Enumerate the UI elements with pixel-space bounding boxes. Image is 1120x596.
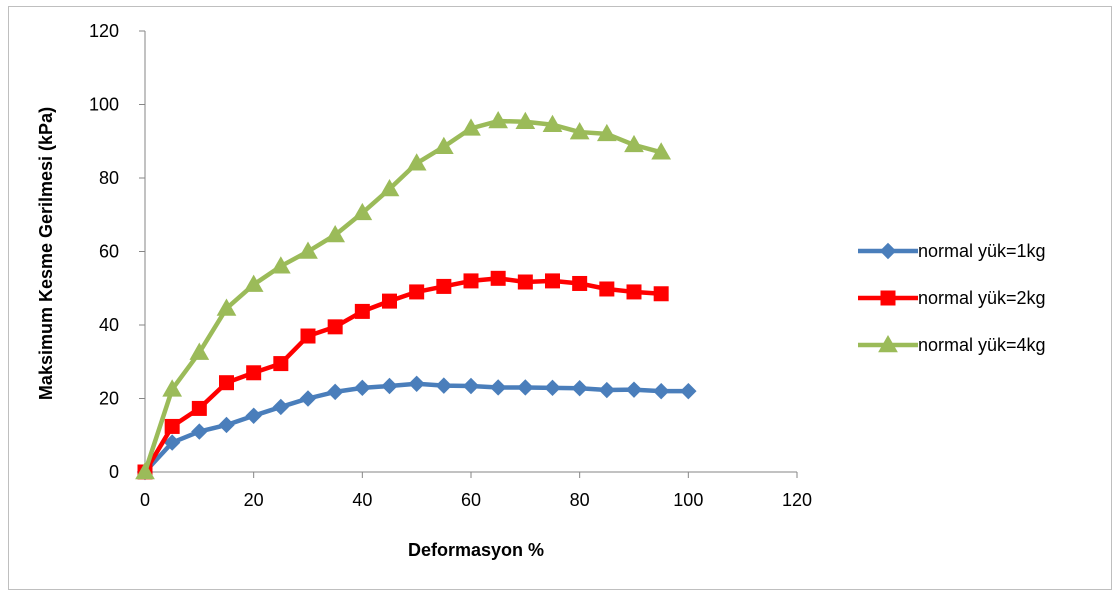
data-point: [325, 224, 346, 243]
series-1: [136, 375, 697, 481]
x-axis-title: Deformasyon %: [408, 540, 544, 560]
data-point: [135, 461, 155, 480]
data-point: [162, 379, 183, 397]
x-tick-labels: 0 20 40 60 80 100 120: [140, 472, 812, 510]
y-axis-title: Maksimum Kesme Gerilmesi (kPa): [36, 107, 56, 400]
data-point: [626, 284, 642, 300]
data-point: [381, 377, 398, 395]
legend-label: normal yük=2kg: [918, 288, 1046, 308]
data-point: [189, 342, 210, 360]
y-tick-label: 100: [89, 95, 119, 115]
data-point: [653, 286, 669, 302]
data-point: [299, 390, 317, 407]
data-point: [462, 377, 480, 395]
y-tick-label: 80: [99, 168, 119, 188]
data-point: [596, 123, 617, 142]
legend-marker: [880, 290, 896, 306]
data-point: [436, 278, 452, 294]
data-point: [354, 379, 371, 397]
data-point: [216, 298, 237, 316]
x-tick-label: 0: [140, 490, 150, 510]
data-point: [624, 134, 644, 153]
chart-frame: [8, 6, 1112, 590]
legend-label: normal yük=1kg: [918, 241, 1046, 261]
data-point: [515, 111, 536, 130]
legend-item: normal yük=2kg: [858, 288, 1046, 308]
data-point: [490, 270, 506, 286]
legend-item: normal yük=1kg: [858, 241, 1046, 261]
data-point: [544, 379, 561, 397]
data-point: [599, 281, 615, 297]
data-point: [680, 382, 697, 400]
y-tick-labels: 0 20 40 60 80 100 120: [89, 21, 145, 482]
data-point: [243, 274, 264, 292]
data-point: [572, 275, 588, 291]
y-tick-label: 120: [89, 21, 119, 41]
series-3: [135, 111, 672, 480]
y-tick-label: 20: [99, 389, 119, 409]
data-point: [163, 434, 181, 451]
x-tick-label: 80: [570, 490, 590, 510]
data-point: [352, 202, 373, 221]
data-point: [517, 379, 534, 396]
data-point: [382, 293, 397, 309]
data-point: [245, 407, 262, 424]
data-point: [517, 274, 533, 290]
data-point: [379, 179, 400, 197]
data-point: [406, 153, 427, 171]
series-2: [137, 270, 669, 480]
data-point: [433, 136, 454, 155]
legend-label: normal yük=4kg: [918, 335, 1046, 355]
axes: [144, 31, 797, 473]
data-point: [488, 111, 509, 129]
data-point: [272, 398, 290, 416]
x-tick-label: 60: [461, 490, 481, 510]
data-point: [270, 256, 291, 274]
data-point: [571, 380, 588, 397]
data-point: [191, 423, 208, 440]
data-point: [326, 383, 344, 401]
legend-marker: [878, 334, 898, 353]
data-point: [298, 241, 318, 259]
data-point: [461, 118, 481, 136]
series-layer: [135, 111, 697, 481]
y-tick-label: 0: [109, 462, 119, 482]
data-point: [435, 377, 453, 394]
data-point: [191, 400, 207, 416]
data-point: [651, 142, 672, 160]
data-point: [652, 382, 670, 400]
data-point: [354, 303, 370, 319]
data-point: [545, 273, 560, 289]
data-point: [218, 416, 235, 434]
data-point: [408, 375, 425, 393]
data-point: [300, 328, 316, 344]
x-tick-label: 20: [244, 490, 264, 510]
data-point: [327, 319, 343, 335]
x-tick-label: 100: [673, 490, 703, 510]
data-point: [625, 381, 643, 398]
legend-marker: [879, 242, 897, 260]
data-point: [246, 365, 262, 381]
data-point: [542, 114, 563, 132]
data-point: [409, 284, 425, 300]
data-point: [569, 122, 590, 140]
legend-item: normal yük=4kg: [858, 334, 1046, 355]
x-tick-label: 120: [782, 490, 812, 510]
y-tick-label: 40: [99, 315, 119, 335]
x-tick-label: 40: [352, 490, 372, 510]
data-point: [219, 375, 234, 391]
data-point: [164, 418, 180, 434]
legend: normal yük=1kg normal yük=2kg normal yük=4…: [858, 241, 1046, 355]
data-point: [489, 379, 507, 396]
data-point: [598, 381, 616, 399]
data-point: [463, 273, 479, 289]
data-point: [273, 356, 289, 372]
y-tick-label: 60: [99, 242, 119, 262]
